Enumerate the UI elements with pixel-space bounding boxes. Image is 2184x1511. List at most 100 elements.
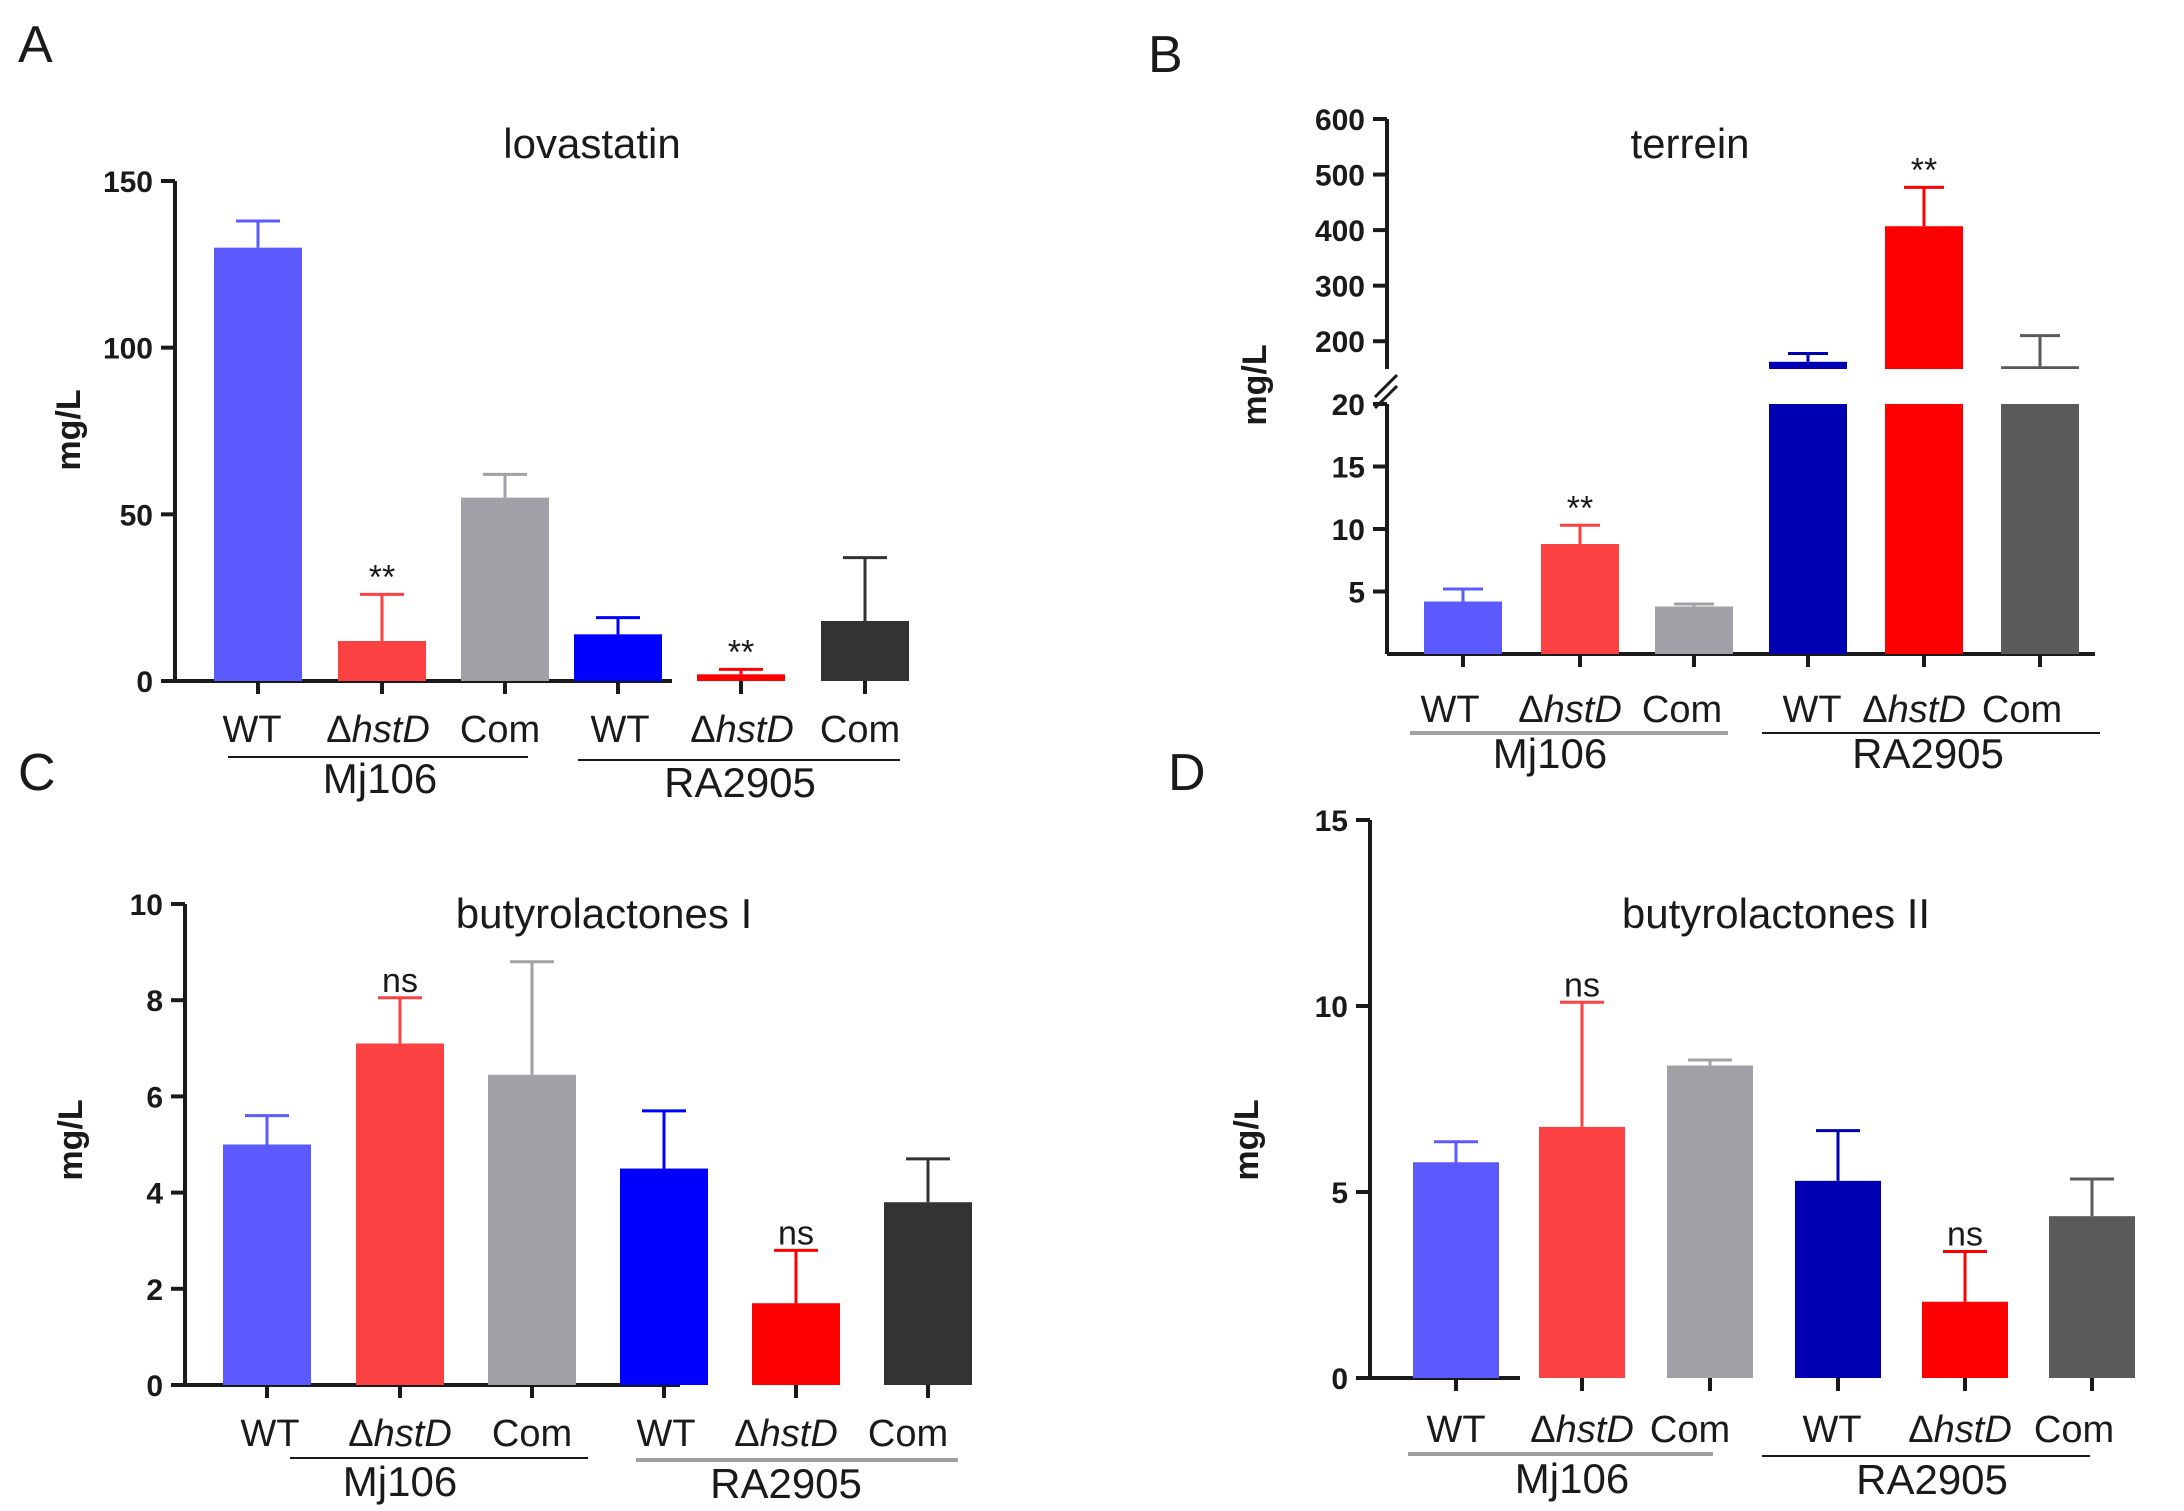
panel-letter-a: A xyxy=(18,16,53,74)
chart-title-c: butyrolactones I xyxy=(456,890,753,937)
y-axis-label-a: mg/L xyxy=(50,389,88,470)
y-tick-label-c-5: 10 xyxy=(130,889,163,922)
bar-c-1 xyxy=(356,1043,444,1385)
bar-upper-b-5 xyxy=(2001,366,2079,369)
y-tick-label-a-1: 50 xyxy=(120,499,153,532)
annotation-d-1: ns xyxy=(1564,966,1600,1004)
annotation-b-4: ** xyxy=(1911,151,1937,189)
x-tick-label-d-3: WT xyxy=(1802,1409,1861,1451)
x-tick-label-b-1: ΔhstD xyxy=(1518,689,1622,731)
y-tick-label-d-3: 15 xyxy=(1315,805,1348,838)
chart-title-b: terrein xyxy=(1630,120,1749,167)
x-tick-label-d-1: ΔhstD xyxy=(1530,1409,1634,1451)
x-tick-label-c-4: ΔhstD xyxy=(734,1413,838,1455)
bar-b-2 xyxy=(1655,606,1733,654)
annotation-d-4: ns xyxy=(1947,1216,1983,1254)
bar-d-5 xyxy=(2049,1216,2135,1378)
bar-lower-b-5 xyxy=(2001,404,2079,654)
x-tick-label-d-0: WT xyxy=(1426,1409,1485,1451)
x-tick-label-b-0: WT xyxy=(1420,689,1479,731)
y-tick-label-lower-b-0: 5 xyxy=(1348,577,1365,610)
y-axis-label-c: mg/L xyxy=(52,1099,90,1180)
y-tick-label-upper-b-2: 400 xyxy=(1315,215,1365,248)
chart-title-d: butyrolactones II xyxy=(1622,890,1930,937)
x-tick-label-a-5: Com xyxy=(820,709,900,751)
y-tick-label-lower-b-3: 20 xyxy=(1332,389,1365,422)
group-label-c-0: Mj106 xyxy=(343,1458,457,1505)
y-tick-label-lower-b-2: 15 xyxy=(1332,452,1365,485)
axis-break-mark-1-b xyxy=(1373,373,1399,399)
annotation-a-1: ** xyxy=(369,558,395,596)
x-tick-label-a-1: ΔhstD xyxy=(326,709,430,751)
x-tick-label-a-0: WT xyxy=(222,709,281,751)
x-tick-label-a-4: ΔhstD xyxy=(690,709,794,751)
bar-a-0 xyxy=(214,247,302,681)
bar-c-5 xyxy=(884,1202,972,1385)
y-tick-label-upper-b-1: 300 xyxy=(1315,271,1365,304)
group-label-d-1: RA2905 xyxy=(1856,1456,2008,1503)
y-tick-label-c-0: 0 xyxy=(146,1370,163,1403)
panel-letter-c: C xyxy=(18,744,56,802)
y-tick-label-a-2: 100 xyxy=(103,333,153,366)
panel-letter-d: D xyxy=(1168,744,1206,802)
bar-c-2 xyxy=(488,1074,576,1385)
bar-c-4 xyxy=(752,1303,840,1385)
group-label-b-0: Mj106 xyxy=(1493,730,1607,777)
y-tick-label-upper-b-0: 200 xyxy=(1315,326,1365,359)
x-tick-label-c-5: Com xyxy=(868,1413,948,1455)
x-tick-label-b-4: ΔhstD xyxy=(1862,689,1966,731)
y-tick-label-d-2: 10 xyxy=(1315,991,1348,1024)
panel-letter-b: B xyxy=(1148,26,1183,84)
x-tick-label-b-3: WT xyxy=(1782,689,1841,731)
x-tick-label-d-2: Com xyxy=(1650,1409,1730,1451)
y-tick-label-d-1: 5 xyxy=(1331,1177,1348,1210)
x-tick-label-b-5: Com xyxy=(1982,689,2062,731)
y-tick-label-c-1: 2 xyxy=(146,1274,163,1307)
x-tick-label-b-2: Com xyxy=(1642,689,1722,731)
bar-d-2 xyxy=(1667,1065,1753,1378)
bar-a-3 xyxy=(574,634,662,681)
annotation-c-4: ns xyxy=(778,1214,814,1252)
y-tick-label-c-2: 4 xyxy=(146,1178,163,1211)
bar-upper-b-4 xyxy=(1885,226,1963,369)
bar-upper-b-3 xyxy=(1769,361,1847,369)
x-tick-label-d-5: Com xyxy=(2034,1409,2114,1451)
bar-d-1 xyxy=(1539,1126,1625,1378)
x-tick-label-c-0: WT xyxy=(240,1413,299,1455)
group-label-c-1: RA2905 xyxy=(710,1460,862,1507)
y-tick-label-lower-b-1: 10 xyxy=(1332,514,1365,547)
y-axis-label-b: mg/L xyxy=(1236,344,1274,425)
bar-b-1 xyxy=(1541,544,1619,654)
y-tick-label-c-3: 6 xyxy=(146,1081,163,1114)
group-label-a-1: RA2905 xyxy=(664,759,816,806)
bar-c-0 xyxy=(223,1144,311,1385)
annotation-a-4: ** xyxy=(728,633,754,671)
group-label-d-0: Mj106 xyxy=(1515,1455,1629,1502)
y-axis-label-d: mg/L xyxy=(1228,1099,1266,1180)
x-tick-label-d-4: ΔhstD xyxy=(1908,1409,2012,1451)
x-tick-label-c-1: ΔhstD xyxy=(348,1413,452,1455)
y-tick-label-upper-b-4: 600 xyxy=(1315,104,1365,137)
group-label-a-0: Mj106 xyxy=(323,755,437,802)
bar-lower-b-4 xyxy=(1885,404,1963,654)
x-tick-label-c-3: WT xyxy=(636,1413,695,1455)
bar-d-0 xyxy=(1413,1162,1499,1378)
bar-a-2 xyxy=(461,497,549,681)
bar-d-4 xyxy=(1922,1301,2008,1378)
bar-b-0 xyxy=(1424,601,1502,654)
x-tick-label-a-2: Com xyxy=(460,709,540,751)
bar-a-1 xyxy=(338,641,426,681)
bar-lower-b-3 xyxy=(1769,404,1847,654)
y-tick-label-a-0: 0 xyxy=(136,666,153,699)
bar-a-4 xyxy=(697,674,785,681)
x-tick-label-c-2: Com xyxy=(492,1413,572,1455)
chart-title-a: lovastatin xyxy=(503,120,680,167)
y-tick-label-d-0: 0 xyxy=(1331,1363,1348,1396)
group-label-b-1: RA2905 xyxy=(1852,730,2004,777)
bar-c-3 xyxy=(620,1168,708,1385)
y-tick-label-a-3: 150 xyxy=(103,166,153,199)
bar-d-3 xyxy=(1795,1180,1881,1378)
y-tick-label-upper-b-3: 500 xyxy=(1315,160,1365,193)
